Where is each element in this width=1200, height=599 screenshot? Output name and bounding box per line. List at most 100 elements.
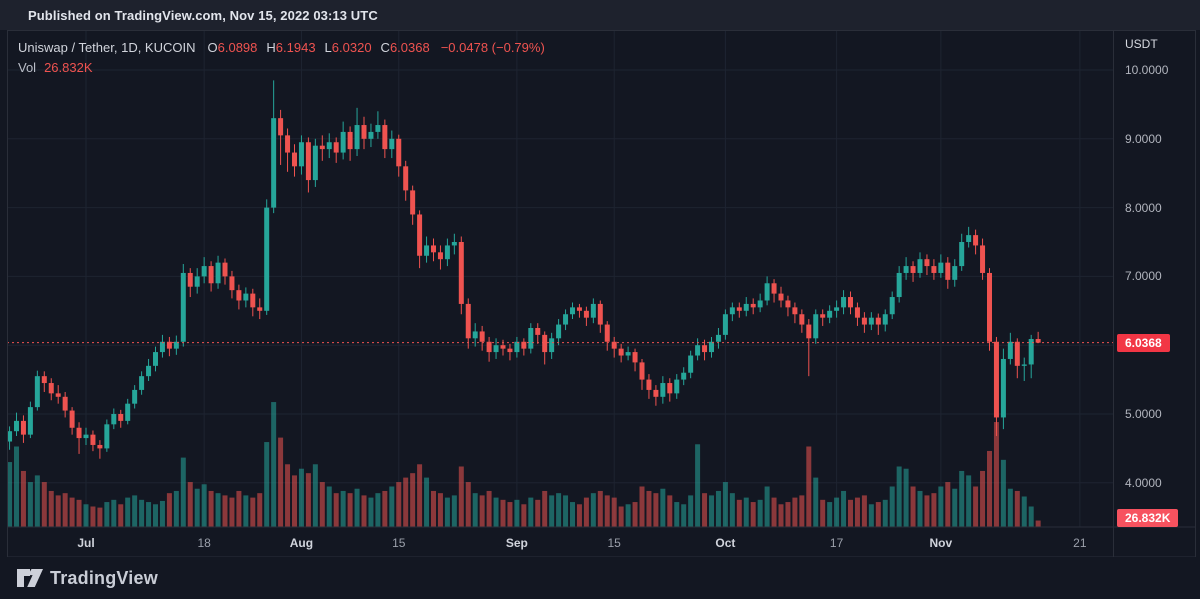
candle-body xyxy=(83,434,89,439)
volume-bar xyxy=(528,497,534,527)
volume-bar xyxy=(125,497,131,527)
volume-bar xyxy=(410,473,416,527)
volume-bar xyxy=(444,497,450,527)
volume-bar xyxy=(451,495,457,527)
volume-bar xyxy=(806,446,812,527)
volume-bar xyxy=(27,482,33,527)
volume-bar xyxy=(966,475,972,527)
volume-bar xyxy=(896,466,902,527)
candle-body xyxy=(771,283,777,294)
candle-body xyxy=(437,252,443,260)
volume-bar xyxy=(583,497,589,527)
candle-body xyxy=(458,242,464,304)
time-axis-label: Oct xyxy=(715,536,736,550)
candle-body xyxy=(55,393,61,397)
candle-body xyxy=(305,142,311,181)
volume-bar xyxy=(104,502,110,527)
candle-body xyxy=(875,317,881,325)
time-axis-label: Jul xyxy=(77,536,95,550)
volume-bar xyxy=(757,499,763,527)
volume-bar xyxy=(827,502,833,527)
volume-bar xyxy=(597,490,603,527)
candle-body xyxy=(382,125,388,150)
candle-body xyxy=(868,317,874,325)
candle-body xyxy=(625,352,631,356)
candle-body xyxy=(278,118,284,136)
volume-bar xyxy=(271,402,277,527)
candle-body xyxy=(820,314,826,318)
ohlc-close: C6.0368 xyxy=(380,40,430,55)
candle-body xyxy=(945,262,951,280)
volume-bar xyxy=(354,488,360,527)
candle-body xyxy=(639,362,645,380)
volume-bar xyxy=(173,490,179,527)
time-axis-label: 15 xyxy=(392,536,406,550)
candle-body xyxy=(959,242,965,267)
volume-bar xyxy=(771,497,777,527)
time-axis-label: Aug xyxy=(289,536,314,550)
volume-bar xyxy=(437,493,443,527)
volume-bar xyxy=(215,493,221,527)
candle-body xyxy=(917,259,923,273)
candle-body xyxy=(750,303,756,308)
candle-body xyxy=(695,345,701,356)
candle-body xyxy=(27,407,33,435)
last-price-badge: 6.0368 xyxy=(1117,333,1170,352)
price-axis-label: 7.0000 xyxy=(1125,269,1162,284)
candle-body xyxy=(146,365,152,377)
candle-body xyxy=(827,310,833,318)
candle-body xyxy=(709,341,714,353)
time-axis-label: Nov xyxy=(929,536,953,550)
volume-bar xyxy=(903,468,909,527)
time-axis-label: 17 xyxy=(829,536,844,550)
candle-body xyxy=(806,324,812,339)
volume-bar xyxy=(1035,520,1041,527)
volume-bar xyxy=(910,486,916,527)
candle-body xyxy=(243,293,249,301)
chart-frame xyxy=(7,30,1196,557)
candle-body xyxy=(903,266,909,273)
volume-bar xyxy=(535,499,541,527)
volume-bar xyxy=(493,497,499,527)
candle-body xyxy=(173,341,179,349)
candle-body xyxy=(861,317,867,325)
volume-bar xyxy=(625,504,631,527)
volume-bar xyxy=(868,504,874,527)
candle-body xyxy=(187,272,193,287)
volume-bar xyxy=(159,500,165,527)
candle-body xyxy=(375,125,381,132)
candle-body xyxy=(1021,364,1027,366)
volume-bar xyxy=(424,477,430,527)
candle-body xyxy=(48,383,54,394)
candle-body xyxy=(389,138,395,150)
candle-body xyxy=(674,379,680,394)
candle-body xyxy=(535,328,541,335)
volume-bar xyxy=(1000,459,1006,527)
volume-bar xyxy=(931,493,937,527)
volume-bar xyxy=(889,486,895,527)
volume-bar xyxy=(660,488,666,527)
time-axis-label: 18 xyxy=(197,536,211,550)
tradingview-logo-link[interactable]: TradingView xyxy=(16,567,158,589)
price-chart[interactable] xyxy=(0,30,1200,557)
volume-bar xyxy=(333,493,339,527)
candle-body xyxy=(514,341,520,353)
volume-bar xyxy=(62,493,68,527)
volume-bar xyxy=(980,470,986,527)
candle-body xyxy=(973,235,979,246)
volume-bar xyxy=(180,457,186,527)
candle-body xyxy=(882,314,888,325)
candle-body xyxy=(799,314,805,325)
price-axis[interactable]: USDT 6.0368 26.832K 10.0000 9.0000 8.0000 7… xyxy=(1113,30,1200,557)
footer: TradingView xyxy=(0,557,1200,599)
volume-value: 26.832K xyxy=(44,60,93,75)
volume-bar xyxy=(500,499,506,527)
volume-bar xyxy=(34,475,40,527)
volume-bar xyxy=(146,502,152,527)
candle-body xyxy=(271,118,277,208)
candle-body xyxy=(618,348,624,356)
candle-body xyxy=(180,272,186,342)
candle-body xyxy=(966,235,972,242)
volume-bar xyxy=(278,437,284,527)
volume-bar xyxy=(340,490,346,527)
